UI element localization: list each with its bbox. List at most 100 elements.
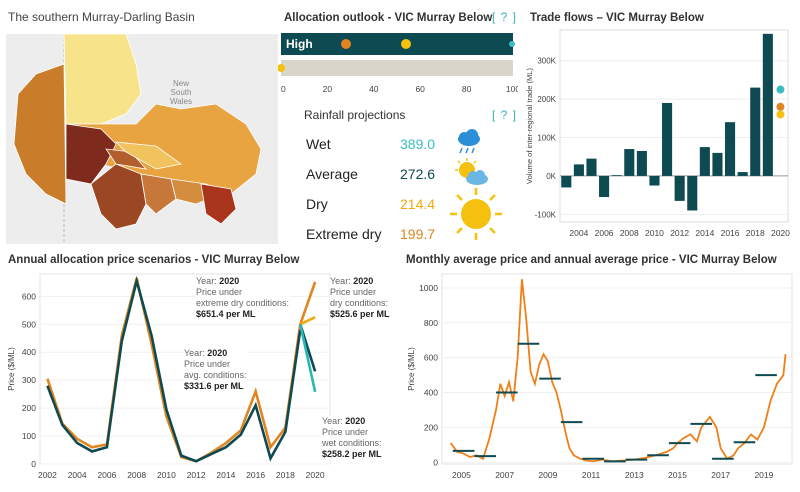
annual-ylabel: Price ($/ML): [7, 347, 16, 391]
sun-cloud-icon: [455, 158, 488, 185]
rainfall-title: Rainfall projections: [304, 108, 406, 122]
monthly-price-line[interactable]: [449, 279, 787, 463]
allocation-bar-secondary[interactable]: [281, 60, 513, 76]
rainfall-label: Wet: [306, 136, 331, 152]
annual-scenario-line[interactable]: [299, 281, 317, 325]
map-label-nsw-3: Wales: [170, 97, 192, 106]
rainfall-value: 199.7: [400, 226, 436, 242]
tooltip-extreme-dry: Year: 2020 Price under extreme dry condi…: [196, 276, 290, 320]
rainfall-value: 214.4: [400, 196, 436, 212]
annual-xtick-label: 2002: [38, 470, 57, 480]
allocation-tick-label: 80: [462, 84, 472, 94]
map-title: The southern Murray-Darling Basin: [8, 10, 195, 24]
trade-bar[interactable]: [586, 158, 597, 176]
tooltip-wet: Year: 2020 Price under wet conditions: $…: [322, 416, 382, 460]
sun-icon: [450, 188, 502, 240]
annual-ytick-label: 100: [22, 431, 36, 441]
map-label-nsw-2: South: [171, 88, 192, 97]
monthly-ytick-label: 0: [433, 457, 438, 467]
annual-xtick-label: 2014: [216, 470, 235, 480]
monthly-ytick-label: 400: [424, 388, 438, 398]
trade-bar[interactable]: [624, 149, 635, 176]
monthly-ytick-label: 600: [424, 353, 438, 363]
trade-marker[interactable]: [776, 102, 785, 111]
annual-chart: 0 100 200 300 400 500 600 2002 2004 2006 2008 2010 2…: [7, 273, 331, 480]
monthly-xtick-label: 2015: [668, 470, 687, 480]
map-label-nsw-1: New: [173, 79, 189, 88]
monthly-xtick-label: 2019: [754, 470, 773, 480]
trade-bar[interactable]: [712, 152, 723, 176]
rainfall-value: 272.6: [400, 166, 436, 182]
rainfall-panel: Rainfall projections [ ? ] Wet 389.0 Ave…: [298, 100, 520, 248]
trade-bar[interactable]: [750, 87, 761, 176]
trade-panel: Trade flows – VIC Murray Below -100K 0K 10…: [520, 0, 800, 248]
trade-xtick-label: 2008: [620, 228, 639, 238]
allocation-tick-label: 100: [506, 84, 518, 94]
allocation-tick-label: 0: [281, 84, 286, 94]
annual-ytick-label: 400: [22, 347, 36, 357]
monthly-title: Monthly average price and annual average…: [406, 254, 777, 266]
basin-map[interactable]: New South Wales: [6, 34, 278, 244]
allocation-bar-high[interactable]: [281, 33, 513, 55]
trade-ytick-label: -100K: [535, 210, 557, 219]
trade-plot-area: [559, 29, 789, 223]
allocation-tick-label: 60: [415, 84, 425, 94]
monthly-ylabel: Price ($/ML): [407, 347, 416, 391]
rainfall-row-extreme-dry: Extreme dry 199.7: [306, 220, 506, 250]
rainfall-row-average: Average 272.6: [306, 158, 506, 190]
allocation-bar-label: High: [286, 37, 313, 51]
trade-bar[interactable]: [762, 33, 773, 176]
annual-xtick-label: 2012: [187, 470, 206, 480]
allocation-tick-label: 40: [369, 84, 379, 94]
trade-ylabel: Volume of inter-regional trade (ML): [525, 68, 534, 184]
rainfall-row-wet: Wet 389.0: [306, 129, 506, 160]
monthly-xtick-label: 2017: [711, 470, 730, 480]
trade-bar[interactable]: [674, 175, 685, 201]
allocation-marker-orange[interactable]: [341, 39, 351, 49]
annual-ytick-label: 300: [22, 375, 36, 385]
trade-bar[interactable]: [561, 175, 572, 188]
trade-bar[interactable]: [599, 175, 610, 198]
rainfall-label: Dry: [306, 196, 328, 212]
allocation-marker-low[interactable]: [278, 64, 285, 72]
rainfall-help-icon[interactable]: [ ? ]: [492, 108, 518, 122]
trade-xtick-label: 2020: [771, 228, 790, 238]
allocation-axis: 0 20 40 60 80 100: [281, 84, 518, 94]
annual-scenario-line[interactable]: [299, 315, 316, 326]
trade-bar[interactable]: [573, 164, 584, 176]
monthly-xtick-label: 2011: [582, 470, 601, 480]
allocation-marker-yellow[interactable]: [401, 39, 411, 49]
allocation-help-icon[interactable]: [ ? ]: [492, 10, 518, 24]
allocation-marker-teal[interactable]: [509, 41, 515, 47]
trade-xtick-label: 2010: [645, 228, 664, 238]
annual-scenario-line[interactable]: [298, 324, 317, 393]
trade-ytick-label: 100K: [537, 134, 556, 143]
trade-bar[interactable]: [737, 172, 748, 176]
allocation-tick-label: 20: [323, 84, 333, 94]
annual-xtick-label: 2018: [276, 470, 295, 480]
rainfall-value: 389.0: [400, 136, 436, 152]
monthly-plot-area: [441, 273, 793, 465]
rainfall-row-dry: Dry 214.4: [306, 190, 506, 220]
trade-bar[interactable]: [699, 147, 710, 176]
trade-marker[interactable]: [776, 85, 785, 94]
annual-ytick-label: 600: [22, 291, 36, 301]
monthly-chart: 0 200 400 600 800 1000 2005 2007 2009 2011 2013 201…: [407, 273, 793, 480]
trade-bar[interactable]: [662, 102, 673, 176]
tooltip-average: Year: 2020 Price under avg. conditions: …: [184, 348, 247, 392]
monthly-xtick-label: 2005: [452, 470, 471, 480]
annual-xtick-label: 2008: [127, 470, 146, 480]
trade-bar[interactable]: [611, 175, 622, 176]
trade-bar[interactable]: [725, 122, 736, 176]
annual-xtick-label: 2006: [97, 470, 116, 480]
trade-ytick-label: 0K: [546, 172, 556, 181]
trade-bar[interactable]: [649, 175, 660, 186]
trade-marker[interactable]: [776, 110, 785, 119]
trade-xtick-label: 2016: [721, 228, 740, 238]
trade-xtick-label: 2004: [569, 228, 588, 238]
trade-bar[interactable]: [687, 175, 698, 211]
annual-series-teal[interactable]: [46, 275, 302, 463]
annual-ytick-label: 500: [22, 319, 36, 329]
monthly-ytick-label: 200: [424, 422, 438, 432]
trade-bar[interactable]: [636, 150, 647, 176]
